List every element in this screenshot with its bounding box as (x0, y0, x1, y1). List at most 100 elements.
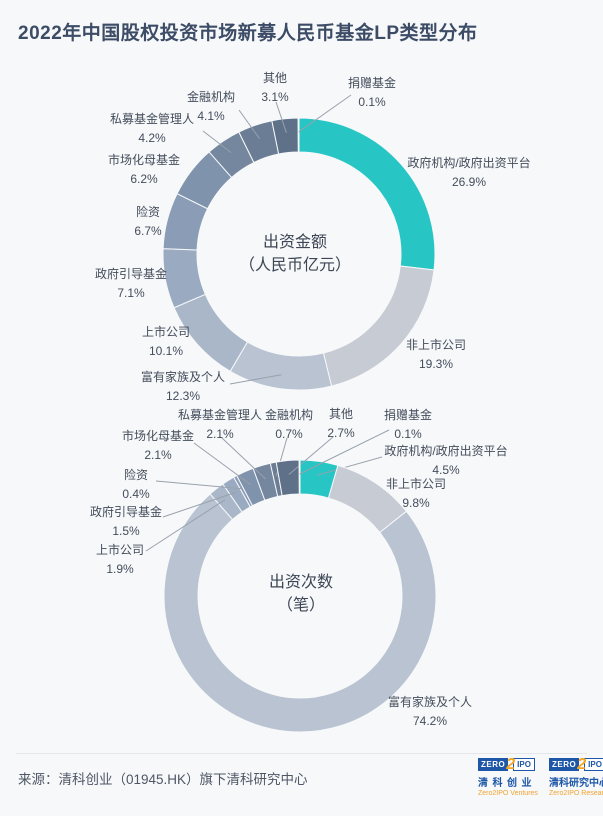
slice-label-value: 3.1% (261, 90, 289, 104)
slice-label-value: 7.1% (117, 286, 145, 300)
slice-label-name: 市场化母基金 (107, 153, 181, 167)
slice-label-value: 19.3% (418, 357, 454, 371)
slice-label-name: 金融机构 (264, 408, 314, 422)
donut1-slice-2[interactable] (229, 341, 333, 391)
donut1-slice-label-1: 非上市公司 19.3% (406, 336, 466, 374)
slice-label-name: 富有家族及个人 (140, 370, 226, 384)
slice-label-value: 0.1% (394, 427, 422, 441)
donut2-slice-label-5: 险资 0.4% (122, 466, 149, 504)
slice-label-name: 政府引导基金 (94, 267, 168, 281)
slice-label-value: 12.3% (165, 389, 201, 403)
donut1-slice-label-7: 私募基金管理人 4.2% (110, 110, 194, 148)
zero2ipo-ventures-logo: ZERO 2 IPO 清科创业 Zero2IPO Ventures (478, 756, 540, 797)
donut2-slice-label-8: 金融机构 0.7% (265, 406, 313, 444)
slice-label-name: 市场化母基金 (121, 429, 195, 443)
slice-label-name: 私募基金管理人 (177, 408, 263, 422)
slice-label-value: 10.1% (148, 344, 184, 358)
donut2-label-leader-line-9 (288, 436, 334, 475)
donut2-slice-label-6: 市场化母基金 2.1% (122, 427, 194, 465)
donut1-slice-label-9: 其他 3.1% (261, 69, 288, 107)
donut2-slice-label-4: 政府引导基金 1.5% (90, 503, 162, 541)
donut2-label-leader-line-10 (299, 429, 390, 475)
source-text: 来源：清科创业（01945.HK）旗下清科研究中心 (18, 772, 308, 787)
slice-label-value: 0.4% (122, 487, 150, 501)
slice-label-value: 6.7% (134, 224, 162, 238)
slice-label-value: 4.5% (432, 463, 460, 477)
slice-label-value: 1.5% (112, 524, 140, 538)
donut2-slice-label-10: 捐赠基金 0.1% (384, 406, 432, 444)
slice-label-value: 4.2% (138, 131, 166, 145)
slice-label-value: 1.9% (106, 562, 134, 576)
slice-label-value: 4.1% (197, 109, 225, 123)
donut2-slice-label-1: 非上市公司 9.8% (386, 475, 446, 513)
donut2-slice-label-9: 其他 2.7% (327, 405, 354, 443)
slice-label-name: 富有家族及个人 (387, 695, 473, 709)
slice-label-name: 私募基金管理人 (109, 112, 195, 126)
donut1-slice-label-6: 市场化母基金 6.2% (108, 151, 180, 189)
slice-label-name: 政府引导基金 (89, 505, 163, 519)
slice-label-name: 上市公司 (95, 543, 145, 557)
slice-label-value: 0.7% (275, 427, 303, 441)
donut2-slice-label-3: 上市公司 1.9% (96, 541, 144, 579)
zero2ipo-badge-icon: ZERO 2 IPO (549, 756, 603, 772)
slice-label-name: 非上市公司 (405, 338, 467, 352)
slice-label-value: 2.1% (206, 427, 234, 441)
donut2-center-subtitle: （笔） (276, 597, 326, 614)
slice-label-name: 金融机构 (186, 90, 236, 104)
donut1-slice-label-8: 金融机构 4.1% (187, 88, 235, 126)
donut1-slice-label-2: 富有家族及个人 12.3% (141, 368, 225, 406)
slice-label-value: 74.2% (412, 714, 448, 728)
slice-label-name: 捐赠基金 (383, 408, 433, 422)
slice-label-name: 上市公司 (141, 325, 191, 339)
slice-label-value: 2.7% (327, 426, 355, 440)
donut1-slice-label-0: 政府机构/政府出资平台 26.9% (407, 154, 530, 192)
donut1-slice-label-3: 上市公司 10.1% (142, 323, 190, 361)
slice-label-name: 其他 (328, 407, 354, 421)
donut1-label-leader-line-2 (229, 374, 282, 385)
zero2ipo-ventures-en: Zero2IPO Ventures (478, 790, 538, 797)
slice-label-value: 26.9% (451, 175, 487, 189)
slice-label-value: 0.1% (358, 95, 386, 109)
donut2-slice-label-7: 私募基金管理人 2.1% (178, 406, 262, 444)
donut2-slice-2[interactable] (163, 493, 437, 733)
donut2-label-leader-line-5 (155, 480, 242, 490)
donut2-label-leader-line-7 (221, 437, 266, 480)
slice-label-value: 2.1% (144, 448, 172, 462)
slice-label-name: 政府机构/政府出资平台 (384, 444, 508, 458)
donut1-slice-10[interactable] (297, 117, 300, 153)
slice-label-name: 险资 (135, 205, 161, 219)
donut2-center-label: 出资次数 （笔） (269, 571, 333, 617)
donut2-center-title: 出资次数 (268, 574, 334, 591)
zero2ipo-research-cn: 清科研究中心 (549, 778, 603, 789)
donut1-center-subtitle: （人民币亿元） (238, 257, 352, 274)
donut1-center-title: 出资金额 (262, 234, 328, 251)
slice-label-name: 政府机构/政府出资平台 (407, 156, 531, 170)
slice-label-value: 6.2% (130, 172, 158, 186)
donut1-center-label: 出资金额 （人民币亿元） (239, 231, 351, 277)
donut2-slice-10[interactable] (298, 459, 301, 495)
donut2-slice-label-2: 富有家族及个人 74.2% (388, 693, 472, 731)
donut1-slice-label-10: 捐赠基金 0.1% (348, 74, 396, 112)
footer-divider (16, 753, 587, 754)
slice-label-name: 捐赠基金 (347, 76, 397, 90)
slice-label-name: 险资 (123, 468, 149, 482)
donut1-slice-label-5: 险资 6.7% (134, 203, 161, 241)
brand-logos: ZERO 2 IPO 清科创业 Zero2IPO Ventures ZERO 2 IPO… (478, 756, 603, 797)
donut1-label-leader-line-8 (238, 109, 260, 139)
donut2-label-leader-line-0 (317, 456, 383, 476)
donut1-label-leader-line-10 (298, 94, 352, 133)
donut2-label-leader-line-6 (193, 442, 251, 485)
donut2-label-leader-line-3 (145, 499, 226, 552)
slice-label-name: 其他 (262, 71, 288, 85)
donut1-slice-label-4: 政府引导基金 7.1% (95, 265, 167, 303)
donut2-slice-label-0: 政府机构/政府出资平台 4.5% (384, 442, 507, 480)
slice-label-value: 9.8% (402, 496, 430, 510)
donut2-label-leader-line-4 (162, 491, 236, 518)
zero2ipo-ventures-cn: 清科创业 (478, 778, 536, 789)
donut1-label-leader-line-9 (275, 101, 287, 133)
slice-label-name: 非上市公司 (385, 477, 447, 491)
donut1-label-leader-line-7 (202, 130, 232, 153)
zero2ipo-research-en: Zero2IPO Research (549, 790, 603, 797)
